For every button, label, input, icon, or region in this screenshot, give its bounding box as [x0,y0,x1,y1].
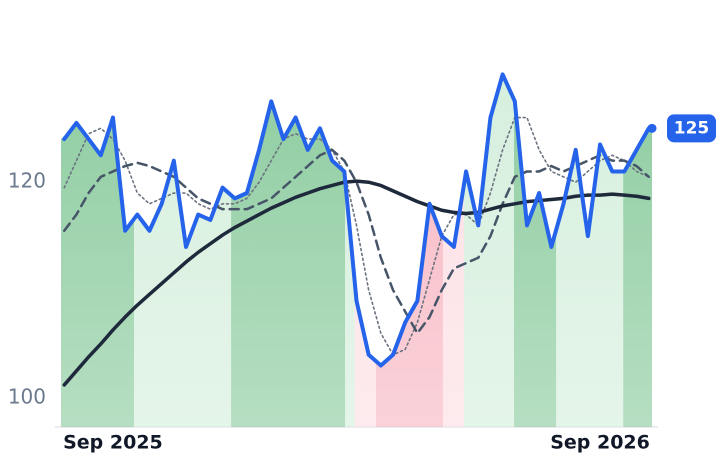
y-tick-label: 100 [8,384,46,408]
moving-average-line [62,148,651,335]
price-line [62,72,651,368]
regime-band [513,74,557,427]
last-value-label: 125 [674,118,710,138]
y-tick-label: 120 [8,169,46,193]
moving-average-line [62,179,651,387]
regime-band [231,74,346,427]
regime-band [354,74,376,427]
x-tick-label: Sep 2025 [63,432,163,454]
last-value-dot [647,123,657,133]
x-tick-label: Sep 2026 [550,432,650,454]
regime-band [623,74,652,427]
last-value-badge [667,114,716,143]
regime-bands [61,74,652,427]
